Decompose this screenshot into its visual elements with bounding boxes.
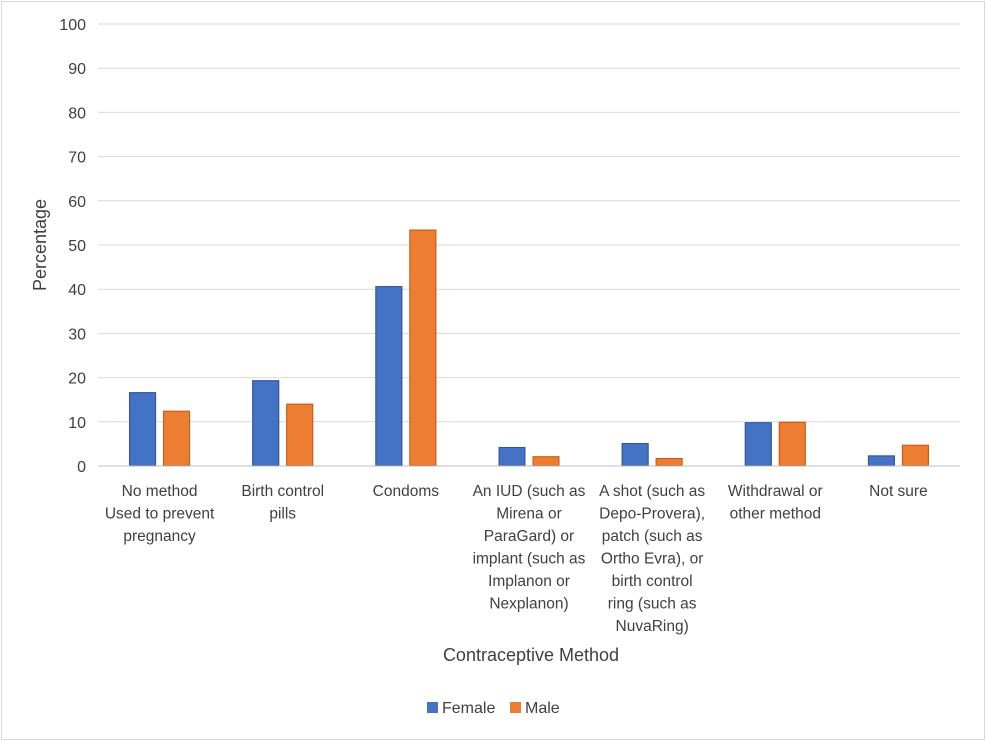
category-label-line: An IUD (such as <box>473 483 586 500</box>
bar-male-4 <box>655 458 683 466</box>
category-label-line: Withdrawal or <box>728 483 823 500</box>
category-label-line: patch (such as <box>602 528 703 545</box>
category-label-1: Birth control pills <box>241 483 324 523</box>
category-label-5: Withdrawal or other method <box>728 483 823 523</box>
category-label-line: A shot (such as <box>599 483 705 500</box>
y-tick-label: 40 <box>68 282 86 299</box>
legend: Female Male <box>427 700 560 717</box>
category-label-4: A shot (such as Depo-Provera), patch (such… <box>599 483 705 635</box>
y-tick-label: 30 <box>68 326 86 343</box>
x-axis-categories: No method Used to prevent pregnancy Birth c… <box>105 483 928 635</box>
category-label-line: pills <box>269 506 296 523</box>
bar-female-6 <box>867 455 895 466</box>
category-label-line: Condoms <box>373 483 440 500</box>
gridlines <box>98 23 960 423</box>
y-tick-label: 70 <box>68 150 86 167</box>
category-label-line: Not sure <box>869 483 928 500</box>
x-axis-title: Contraceptive Method <box>443 645 619 665</box>
bar-female-0 <box>129 392 157 466</box>
category-label-line: Depo-Provera), <box>599 506 705 523</box>
y-tick-label: 60 <box>68 194 86 211</box>
category-label-line: NuvaRing) <box>616 618 689 635</box>
legend-label-male: Male <box>525 700 560 717</box>
category-label-3: An IUD (such as Mirena or ParaGard) or impl… <box>473 483 586 613</box>
y-tick-label: 100 <box>59 17 86 34</box>
bar-male-2 <box>409 229 437 466</box>
category-label-line: ParaGard) or <box>484 528 574 545</box>
category-label-line: pregnancy <box>123 528 196 545</box>
bar-female-1 <box>252 380 280 466</box>
category-label-6: Not sure <box>869 483 928 500</box>
category-label-line: other method <box>730 506 821 523</box>
bar-male-6 <box>901 444 929 466</box>
category-label-2: Condoms <box>373 483 440 500</box>
legend-label-female: Female <box>442 700 495 717</box>
category-label-line: Nexplanon) <box>489 596 568 613</box>
category-label-line: ring (such as <box>608 596 697 613</box>
category-label-line: Implanon or <box>488 573 570 590</box>
y-tick-label: 20 <box>68 371 86 388</box>
category-label-line: birth control <box>612 573 693 590</box>
category-label-line: Ortho Evra), or <box>601 551 704 568</box>
bar-female-2 <box>375 286 403 466</box>
category-label-line: Used to prevent <box>105 506 215 523</box>
y-axis-title: Percentage <box>30 199 50 291</box>
legend-swatch-male <box>510 702 521 713</box>
bar-male-3 <box>532 456 560 466</box>
y-tick-label: 80 <box>68 105 86 122</box>
category-label-line: Mirena or <box>496 506 561 523</box>
y-axis-ticks: 0 10 20 30 40 50 60 70 80 90 100 <box>59 17 86 476</box>
category-label-line: Birth control <box>241 483 324 500</box>
bars <box>129 229 929 467</box>
category-label-line: implant (such as <box>473 551 586 568</box>
y-tick-label: 50 <box>68 238 86 255</box>
category-label-0: No method Used to prevent pregnancy <box>105 483 215 545</box>
bar-female-5 <box>744 422 772 466</box>
y-tick-label: 90 <box>68 61 86 78</box>
legend-swatch-female <box>427 702 438 713</box>
bar-male-5 <box>778 421 806 466</box>
bar-male-0 <box>163 410 191 466</box>
bar-female-3 <box>498 446 526 466</box>
y-tick-label: 10 <box>68 415 86 432</box>
category-label-line: No method <box>122 483 198 500</box>
bar-male-1 <box>286 403 314 466</box>
y-tick-label: 0 <box>77 459 86 476</box>
bar-female-4 <box>621 443 649 466</box>
